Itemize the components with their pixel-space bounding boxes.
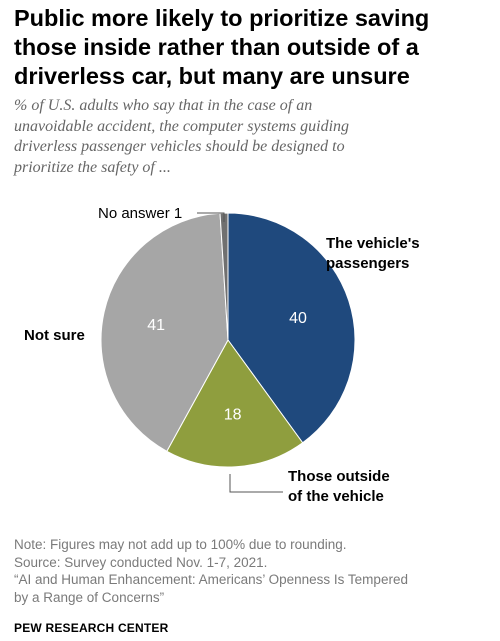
- report-title-line: “AI and Human Enhancement: Americans’ Op…: [14, 572, 408, 587]
- title-line: Public more likely to prioritize saving: [14, 5, 430, 31]
- pie-slice: [100, 212, 229, 452]
- subtitle-line: % of U.S. adults who say that in the cas…: [14, 97, 313, 114]
- slice-value-label: 40: [289, 310, 307, 327]
- slice-value-label: 41: [147, 317, 165, 334]
- subtitle-line: driverless passenger vehicles should be …: [14, 138, 345, 155]
- leader-line: [197, 212, 225, 222]
- slice-value-label: 18: [224, 407, 242, 424]
- slice-category-label: Those outside: [288, 468, 390, 485]
- slice-category-label: of the vehicle: [288, 488, 384, 505]
- slice-category-label: The vehicle's: [326, 235, 420, 252]
- chart-subtitle: % of U.S. adults who say that in the cas…: [14, 96, 484, 178]
- slice-category-label: Not sure: [24, 327, 85, 344]
- pie-slice: [227, 212, 356, 444]
- pew-research-center-logo: PEW RESEARCH CENTER: [14, 621, 169, 635]
- leader-line: [229, 474, 283, 493]
- title-line: those inside rather than outside of a: [14, 34, 419, 60]
- report-title-line: by a Range of Concerns”: [14, 589, 165, 605]
- source-text: Source: Survey conducted Nov. 1-7, 2021.: [14, 554, 268, 570]
- subtitle-line: prioritize the safety of ...: [14, 158, 171, 176]
- note-text: Note: Figures may not add up to 100% due…: [14, 537, 347, 552]
- pie-chart: 40 18 41 The vehicle's passengers Those outsi…: [24, 205, 420, 505]
- slice-category-label: No answer 1: [98, 205, 182, 222]
- title-line: driverless car, but many are unsure: [14, 63, 410, 89]
- subtitle-line: unavoidable accident, the computer syste…: [14, 117, 350, 135]
- chart-notes: Note: Figures may not add up to 100% due…: [14, 536, 484, 606]
- pie-slice: [166, 339, 304, 468]
- chart-title: Public more likely to prioritize saving t…: [14, 4, 494, 91]
- slice-category-label: passengers: [326, 255, 409, 272]
